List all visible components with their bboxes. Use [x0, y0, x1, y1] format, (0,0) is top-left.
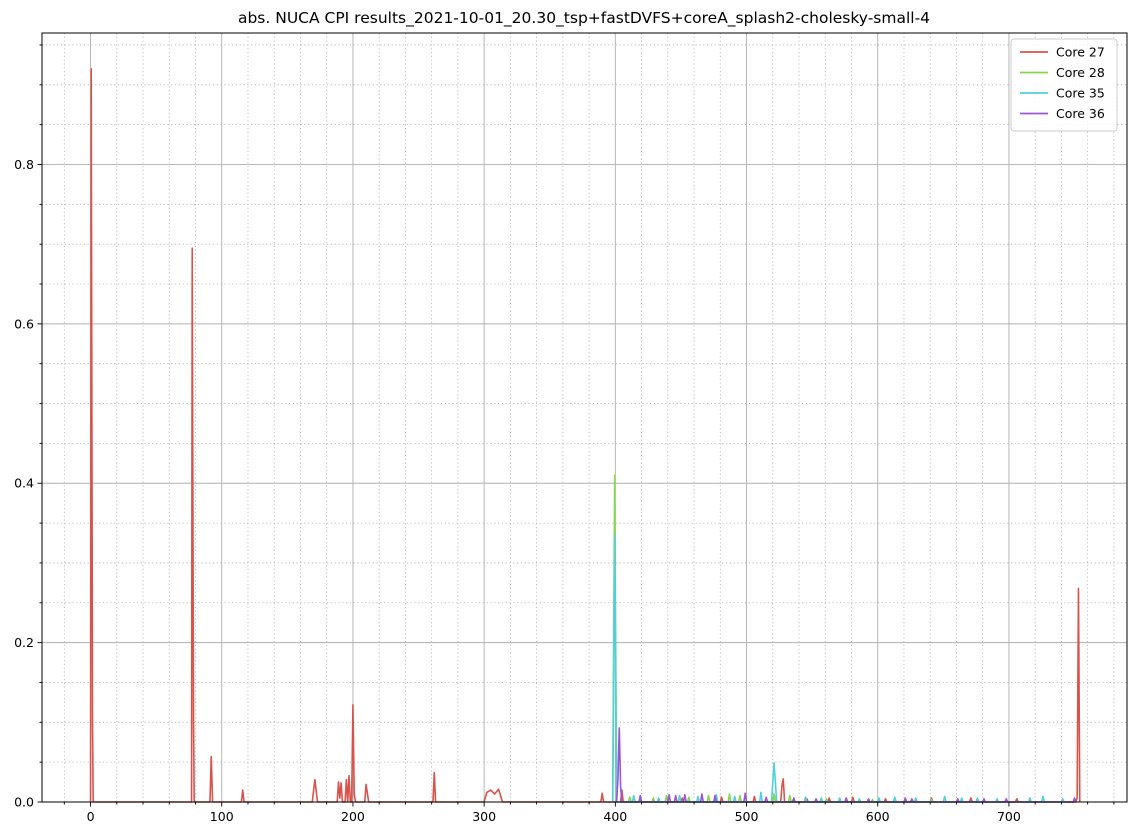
legend-entry-label: Core 35 [1056, 86, 1105, 101]
x-tick-label: 100 [210, 809, 234, 824]
y-tick-label: 0.2 [14, 635, 34, 650]
x-tick-label: 400 [603, 809, 627, 824]
x-tick-label: 700 [997, 809, 1021, 824]
y-tick-label: 0.8 [14, 157, 34, 172]
legend-entry-label: Core 28 [1056, 65, 1105, 80]
x-tick-label: 0 [87, 809, 95, 824]
minor-grid [42, 33, 1127, 802]
x-axis-tick-labels: 0 100 200 300 400 500 600 700 [87, 809, 1021, 824]
chart-title: abs. NUCA CPI results_2021-10-01_20.30_t… [238, 9, 930, 28]
axis-ticks [37, 44, 1115, 807]
y-tick-label: 0.6 [14, 316, 34, 331]
x-tick-label: 500 [735, 809, 759, 824]
legend-entry-label: Core 27 [1056, 45, 1105, 60]
y-tick-label: 0.4 [14, 476, 34, 491]
legend-box [1010, 38, 1118, 132]
y-tick-label: 0.0 [14, 795, 34, 810]
legend: Core 27 Core 28 Core 35 Core 36 [1010, 38, 1118, 132]
x-tick-label: 200 [341, 809, 365, 824]
plot-frame [41, 32, 1128, 803]
x-tick-label: 300 [472, 809, 496, 824]
legend-entry-label: Core 36 [1056, 106, 1105, 121]
series-line-core-28 [611, 474, 934, 803]
x-tick-label: 600 [866, 809, 890, 824]
y-axis-tick-labels: 0.0 0.2 0.4 0.6 0.8 [14, 157, 34, 810]
